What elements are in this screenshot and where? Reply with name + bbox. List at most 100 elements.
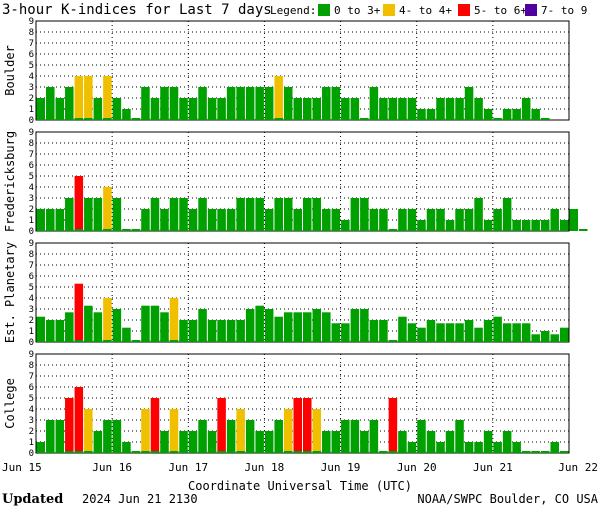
y-tick-label: 4: [29, 72, 34, 82]
bar-fredericksburg-2: [46, 209, 55, 231]
bar-fredericksburg-39: [398, 209, 407, 231]
x-tick-label: Jun 16: [92, 461, 132, 474]
bar-boulder-1: [36, 98, 46, 120]
bar-fredericksburg-26: [274, 198, 283, 231]
bar-fredericksburg-18: [198, 198, 207, 231]
panel-label: Est. Planetary: [3, 242, 17, 343]
bar-est-planetary-23: [245, 309, 255, 342]
x-tick-label: Jun 17: [168, 461, 208, 474]
bar-college-32: [331, 431, 341, 453]
y-tick-label: 8: [29, 139, 34, 149]
bar-est-planetary-3: [55, 320, 65, 342]
bar-fredericksburg-15: [169, 198, 179, 231]
bar-college-24: [255, 431, 264, 453]
bar-college-19: [207, 431, 217, 453]
bar-est-planetary-35: [360, 309, 369, 342]
y-tick-label: 4: [29, 294, 34, 304]
bar-boulder-16: [179, 98, 188, 120]
y-tick-label: 9: [29, 239, 34, 249]
y-tick-label: 9: [29, 17, 34, 27]
legend-entry-4: 7- to 9: [541, 4, 587, 17]
bar-fredericksburg-13: [150, 198, 160, 231]
x-tick-label: Jun 18: [245, 461, 285, 474]
bar-college-14: [160, 431, 169, 453]
chart-title: 3-hour K-indices for Last 7 days: [2, 2, 272, 18]
bar-college-33: [341, 420, 350, 453]
bar-boulder-53: [531, 109, 540, 120]
bar-est-planetary-34: [350, 309, 360, 342]
x-axis-label: Coordinate Universal Time (UTC): [188, 479, 412, 493]
bar-college-16: [179, 431, 188, 453]
bar-college-39: [398, 431, 407, 453]
bar-est-planetary-18: [198, 309, 207, 342]
y-tick-label: 8: [29, 361, 34, 371]
bar-est-planetary-52: [521, 323, 531, 342]
bar-boulder-51: [512, 109, 521, 120]
bar-est-planetary-53: [531, 334, 540, 342]
bar-college-28: [293, 398, 302, 453]
bar-est-planetary-50: [502, 323, 512, 342]
bar-est-planetary-19: [207, 320, 217, 342]
bar-est-planetary-54: [540, 331, 550, 342]
bar-fredericksburg-25: [264, 209, 274, 231]
bar-est-planetary-10: [122, 327, 131, 342]
bar-boulder-5: [74, 76, 84, 120]
x-axis-ticks: Jun 15 Jun 16 Jun 17 Jun 18 Jun 19 Jun 20 Jun …: [2, 461, 598, 474]
bar-boulder-48: [483, 109, 493, 120]
bar-boulder-13: [150, 98, 160, 120]
bar-college-10: [122, 442, 131, 453]
y-tick-label: 7: [29, 372, 34, 382]
bar-boulder-6: [84, 76, 93, 120]
bar-fredericksburg-4: [65, 198, 74, 231]
bar-est-planetary-17: [188, 320, 198, 342]
y-tick-label: 8: [29, 28, 34, 38]
y-tick-label: 2: [29, 316, 34, 326]
bar-college-3: [55, 420, 65, 453]
bar-est-planetary-22: [236, 320, 245, 342]
bar-college-20: [217, 398, 226, 453]
bar-fredericksburg-36: [369, 209, 379, 231]
y-tick-label: 1: [29, 327, 34, 337]
bar-fredericksburg-30: [312, 198, 322, 231]
bar-est-planetary-21: [226, 320, 236, 342]
bar-boulder-23: [245, 87, 255, 120]
y-tick-label: 1: [29, 216, 34, 226]
bar-fredericksburg-7: [93, 198, 103, 231]
bar-college-55: [550, 442, 559, 453]
bar-college-30: [312, 409, 322, 453]
bar-fredericksburg-24: [255, 198, 264, 231]
y-tick-label: 0: [29, 449, 34, 459]
bar-boulder-2: [46, 87, 55, 120]
bar-boulder-24: [255, 87, 264, 120]
bar-college-48: [483, 431, 493, 453]
bar-boulder-52: [521, 98, 531, 120]
bar-college-36: [369, 420, 379, 453]
bar-college-31: [322, 431, 331, 453]
bar-fredericksburg-23: [245, 198, 255, 231]
bar-college-7: [93, 431, 103, 453]
bar-est-planetary-31: [322, 312, 331, 342]
legend-swatch-2: [383, 4, 395, 16]
bar-est-planetary-32: [331, 323, 341, 342]
bar-fredericksburg-49: [493, 209, 502, 231]
panel-frame: [35, 242, 570, 343]
bar-fredericksburg-9: [112, 198, 122, 231]
legend: Legend: 0 to 3+ 4- to 4+ 5- to 6+ 7- to 9: [270, 4, 587, 17]
bar-boulder-50: [502, 109, 512, 120]
bar-fredericksburg-16: [179, 198, 188, 231]
bar-boulder-37: [379, 98, 388, 120]
bar-college-22: [236, 409, 245, 453]
y-tick-label: 7: [29, 261, 34, 271]
y-tick-label: 5: [29, 61, 34, 71]
bar-est-planetary-5: [74, 283, 84, 342]
bar-est-planetary-30: [312, 309, 322, 342]
panel-frame: [35, 353, 570, 454]
bar-boulder-40: [407, 98, 417, 120]
y-tick-label: 5: [29, 283, 34, 293]
y-tick-label: 3: [29, 83, 34, 93]
bar-est-planetary-7: [93, 312, 103, 342]
bar-boulder-38: [388, 98, 398, 120]
